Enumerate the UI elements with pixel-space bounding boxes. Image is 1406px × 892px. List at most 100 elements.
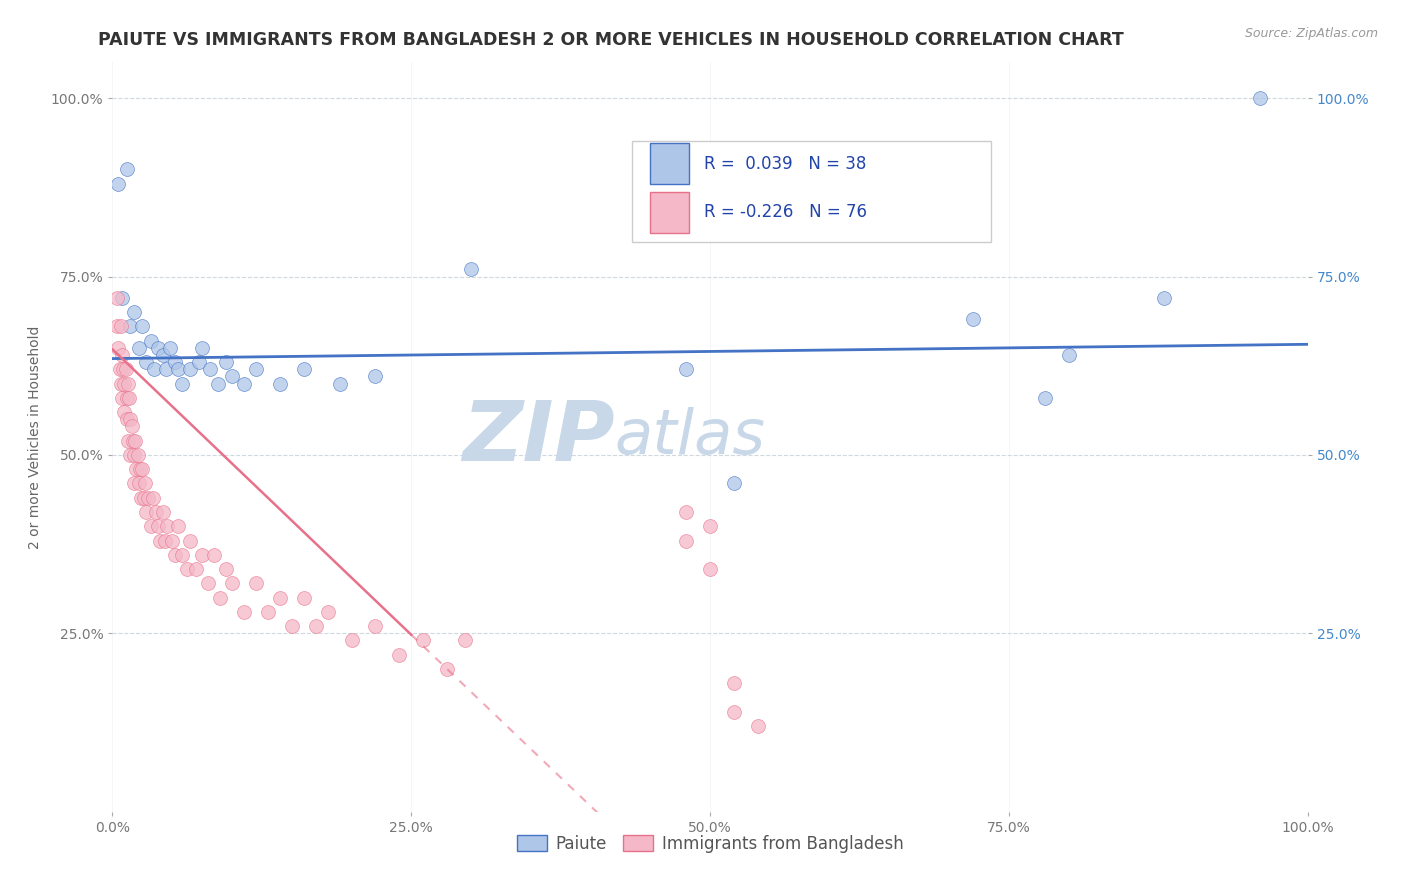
Point bbox=[281, 619, 304, 633]
Point bbox=[110, 319, 132, 334]
Point bbox=[146, 341, 169, 355]
Point bbox=[329, 376, 352, 391]
Point bbox=[139, 334, 162, 348]
Point bbox=[197, 576, 219, 591]
Point bbox=[962, 312, 984, 326]
Text: atlas: atlas bbox=[614, 407, 765, 467]
Point bbox=[118, 391, 141, 405]
Point bbox=[120, 412, 142, 426]
Point bbox=[364, 369, 387, 384]
Point bbox=[1033, 391, 1056, 405]
Text: PAIUTE VS IMMIGRANTS FROM BANGLADESH 2 OR MORE VEHICLES IN HOUSEHOLD CORRELATION: PAIUTE VS IMMIGRANTS FROM BANGLADESH 2 O… bbox=[98, 31, 1125, 49]
Point bbox=[153, 533, 176, 548]
Point bbox=[170, 376, 193, 391]
Point bbox=[108, 362, 131, 376]
Text: ZIP: ZIP bbox=[461, 397, 614, 477]
Point bbox=[202, 548, 225, 562]
Point bbox=[200, 362, 222, 376]
Y-axis label: 2 or more Vehicles in Household: 2 or more Vehicles in Household bbox=[28, 326, 42, 549]
Point bbox=[143, 362, 166, 376]
FancyBboxPatch shape bbox=[633, 141, 991, 243]
Point bbox=[105, 319, 128, 334]
Point bbox=[122, 448, 145, 462]
Point bbox=[233, 376, 256, 391]
Point bbox=[305, 619, 328, 633]
Point bbox=[675, 505, 697, 519]
Point bbox=[699, 519, 721, 533]
Legend: Paiute, Immigrants from Bangladesh: Paiute, Immigrants from Bangladesh bbox=[510, 829, 910, 860]
Point bbox=[340, 633, 363, 648]
Point bbox=[145, 505, 167, 519]
Point bbox=[115, 391, 138, 405]
Point bbox=[128, 476, 150, 491]
Point bbox=[156, 519, 179, 533]
Point bbox=[163, 355, 186, 369]
FancyBboxPatch shape bbox=[651, 143, 689, 185]
Point bbox=[167, 519, 190, 533]
Point bbox=[207, 376, 229, 391]
Point bbox=[117, 376, 139, 391]
Point bbox=[139, 519, 162, 533]
Point bbox=[191, 548, 214, 562]
Point bbox=[747, 719, 769, 733]
Point bbox=[209, 591, 232, 605]
Point bbox=[167, 362, 190, 376]
FancyBboxPatch shape bbox=[651, 192, 689, 233]
Point bbox=[191, 341, 214, 355]
Point bbox=[122, 476, 145, 491]
Text: Source: ZipAtlas.com: Source: ZipAtlas.com bbox=[1244, 27, 1378, 40]
Point bbox=[124, 434, 146, 448]
Point bbox=[112, 362, 135, 376]
Point bbox=[152, 348, 174, 362]
Point bbox=[245, 362, 267, 376]
Point bbox=[155, 362, 177, 376]
Point bbox=[292, 591, 315, 605]
Point bbox=[114, 405, 135, 419]
Point bbox=[269, 591, 291, 605]
Point bbox=[107, 341, 129, 355]
Point bbox=[436, 662, 458, 676]
Point bbox=[111, 391, 134, 405]
Point bbox=[675, 362, 697, 376]
Point bbox=[114, 362, 136, 376]
Point bbox=[122, 305, 145, 319]
Point bbox=[121, 434, 143, 448]
Point bbox=[221, 576, 243, 591]
Point bbox=[129, 462, 152, 476]
Point bbox=[128, 341, 150, 355]
Point bbox=[454, 633, 477, 648]
Point bbox=[412, 633, 434, 648]
Point bbox=[316, 605, 339, 619]
Point bbox=[269, 376, 291, 391]
Text: R =  0.039   N = 38: R = 0.039 N = 38 bbox=[704, 154, 866, 172]
Point bbox=[723, 705, 745, 719]
Point bbox=[233, 605, 256, 619]
Point bbox=[152, 505, 174, 519]
Point bbox=[125, 462, 148, 476]
Point bbox=[132, 491, 155, 505]
Point bbox=[186, 562, 208, 576]
Point bbox=[142, 491, 165, 505]
Point bbox=[131, 462, 153, 476]
Point bbox=[215, 562, 238, 576]
Point bbox=[117, 434, 139, 448]
Point bbox=[127, 448, 149, 462]
Point bbox=[135, 355, 157, 369]
Point bbox=[221, 369, 243, 384]
Point bbox=[179, 533, 201, 548]
Point bbox=[105, 291, 128, 305]
Point bbox=[115, 162, 138, 177]
Point bbox=[115, 412, 138, 426]
Point bbox=[162, 533, 183, 548]
Point bbox=[131, 319, 153, 334]
Point bbox=[179, 362, 201, 376]
Point bbox=[1249, 91, 1271, 105]
Point bbox=[699, 562, 721, 576]
Point bbox=[107, 177, 129, 191]
Point bbox=[675, 533, 697, 548]
Point bbox=[215, 355, 238, 369]
Point bbox=[170, 548, 193, 562]
Point bbox=[134, 476, 156, 491]
Point bbox=[163, 548, 186, 562]
Point bbox=[120, 319, 142, 334]
